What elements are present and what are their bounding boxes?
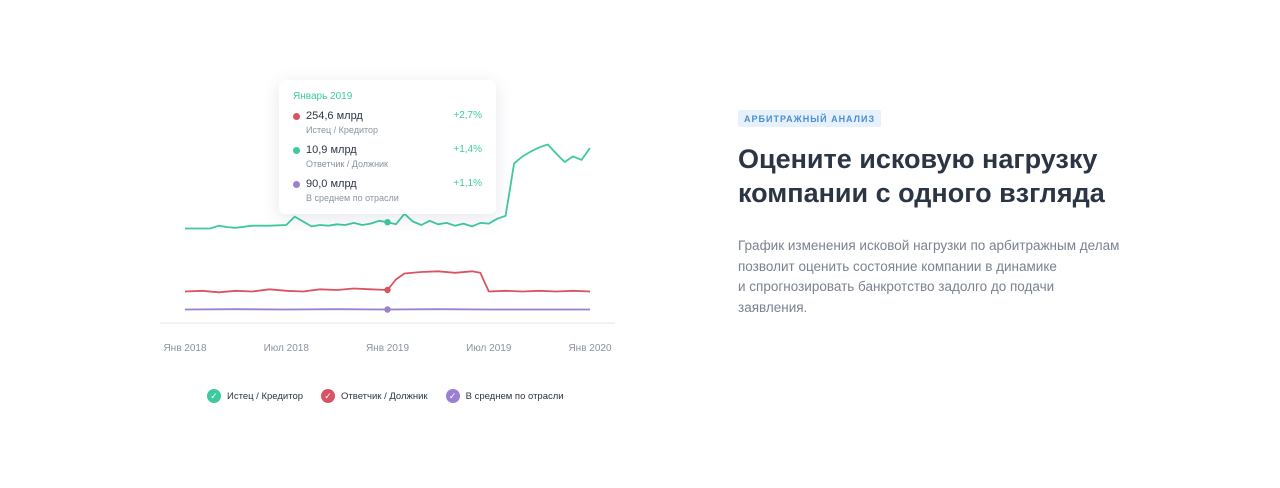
chart-legend: ✓ Истец / Кредитор ✓ Ответчик / Должник … [207, 389, 582, 403]
tooltip-row-defendant: 10,9 млрд Ответчик / Должник +1,4% [293, 144, 482, 178]
check-icon: ✓ [207, 389, 221, 403]
legend-item-plaintiff[interactable]: ✓ Истец / Кредитор [207, 389, 303, 403]
legend-item-industry[interactable]: ✓ В среднем по отрасли [445, 389, 564, 403]
tooltip-change-defendant: +1,4% [453, 144, 482, 155]
section-heading: Оцените исковую нагрузку компании с одно… [738, 142, 1178, 210]
tooltip-dot-defendant [293, 147, 300, 154]
desc-line-4: заявления. [738, 299, 808, 315]
desc-line-2: позволит оценить состояние компании в ди… [738, 258, 1057, 274]
legend-label-defendant: Ответчик / Должник [341, 390, 428, 402]
legend-label-industry: В среднем по отрасли [465, 390, 564, 402]
highlight-point-defendant [384, 286, 391, 294]
tooltip-value-industry: 90,0 млрд [306, 178, 357, 190]
x-tick-label: Янв 2018 [163, 343, 207, 354]
x-tick-labels: Янв 2018 Июл 2018 Янв 2019 Июл 2019 Янв 2020 [163, 343, 612, 354]
series-line-defendant [184, 270, 591, 294]
heading-line-2: компании с одного взгляда [738, 178, 1105, 208]
tooltip-dot-industry [293, 181, 300, 188]
series-line-plaintiff [185, 143, 591, 230]
highlight-point-industry [384, 306, 391, 313]
tooltip-change-plaintiff: +2,7% [453, 110, 482, 121]
tooltip-dot-plaintiff [293, 113, 300, 120]
x-tick-label: Июл 2018 [264, 343, 310, 354]
desc-line-3: и спрогнозировать банкротство задолго до… [738, 279, 1055, 294]
desc-line-1: График изменения исковой нагрузки по арб… [738, 238, 1120, 253]
tooltip-value-defendant: 10,9 млрд [306, 144, 357, 156]
check-icon: ✓ [321, 389, 336, 403]
legend-label-plaintiff: Истец / Кредитор [227, 390, 304, 402]
x-tick-label: Янв 2019 [366, 343, 410, 354]
tooltip-row-industry: 90,0 млрд В среднем по отрасли +1,1% [293, 178, 482, 212]
tooltip-title: Январь 2019 [293, 91, 353, 102]
chart-tooltip: Январь 2019 254,6 млрд Истец / Кредитор … [279, 80, 496, 214]
section-description: График изменения исковой нагрузки по арб… [738, 236, 1158, 318]
legend-item-defendant[interactable]: ✓ Ответчик / Должник [321, 389, 428, 403]
check-icon: ✓ [445, 389, 460, 403]
section-badge: АРБИТРАЖНЫЙ АНАЛИЗ [738, 110, 882, 127]
x-tick-label: Июл 2019 [466, 343, 512, 354]
tooltip-change-industry: +1,1% [453, 178, 482, 189]
highlight-point-plaintiff [384, 219, 391, 226]
marker-layer [384, 219, 391, 313]
tooltip-sub-industry: В среднем по отрасли [306, 193, 399, 203]
tooltip-value-plaintiff: 254,6 млрд [306, 110, 363, 122]
heading-line-1: Оцените исковую нагрузку [738, 144, 1098, 174]
tooltip-sub-defendant: Ответчик / Должник [306, 159, 388, 169]
x-tick-label: Янв 2020 [568, 343, 612, 354]
tooltip-sub-plaintiff: Истец / Кредитор [306, 125, 379, 135]
tooltip-row-plaintiff: 254,6 млрд Истец / Кредитор +2,7% [293, 110, 482, 144]
